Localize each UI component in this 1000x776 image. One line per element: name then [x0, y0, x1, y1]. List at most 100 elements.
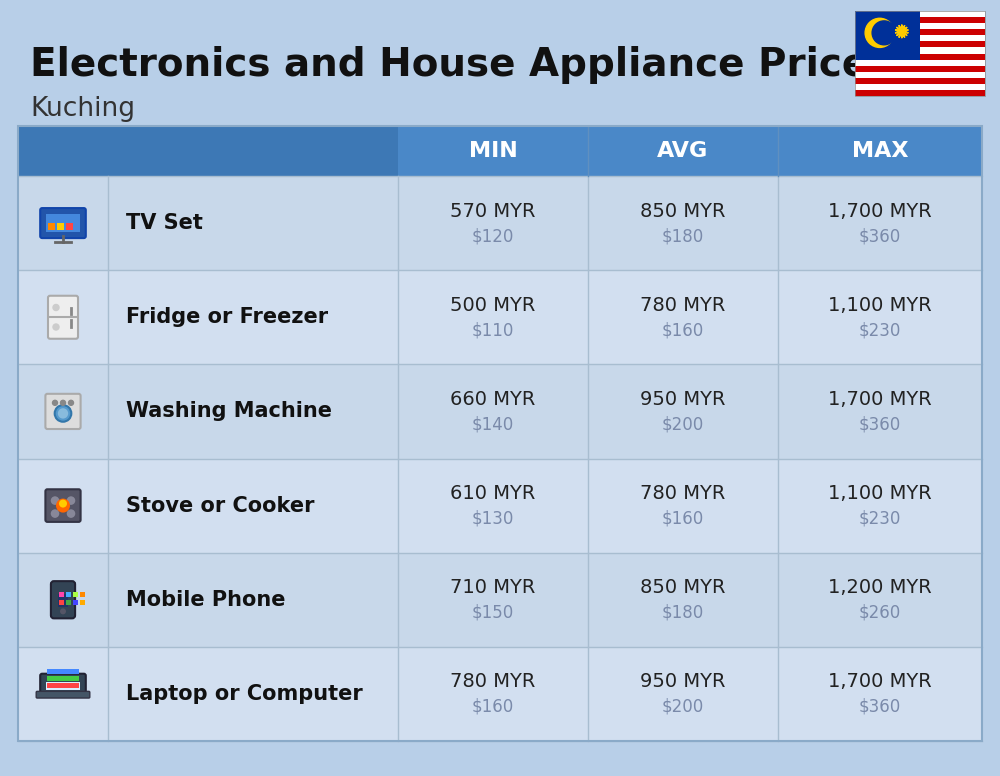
Bar [855, 66, 985, 71]
Circle shape [53, 324, 59, 330]
Text: Fridge or Freezer: Fridge or Freezer [126, 307, 328, 327]
Circle shape [52, 400, 58, 405]
Bar [855, 78, 985, 84]
Text: 950 MYR: 950 MYR [640, 390, 726, 409]
Bar [66, 601, 71, 605]
Text: $360: $360 [859, 415, 901, 434]
Bar [47, 669, 79, 674]
Circle shape [872, 21, 896, 45]
Text: $230: $230 [859, 510, 901, 528]
Bar [855, 29, 985, 35]
Text: MIN: MIN [469, 141, 517, 161]
FancyBboxPatch shape [40, 674, 86, 696]
Bar [73, 592, 78, 598]
Text: 1,700 MYR: 1,700 MYR [828, 673, 932, 691]
Bar [59, 592, 64, 598]
Bar [73, 601, 78, 605]
Circle shape [58, 408, 68, 418]
Text: $110: $110 [472, 321, 514, 339]
Text: 780 MYR: 780 MYR [640, 296, 726, 315]
Circle shape [66, 496, 76, 506]
Text: $200: $200 [662, 415, 704, 434]
Bar [855, 17, 985, 23]
Bar [398, 126, 588, 176]
Bar [855, 84, 985, 90]
Bar [855, 23, 985, 29]
Bar [18, 459, 982, 553]
FancyBboxPatch shape [45, 490, 81, 522]
Bar [855, 11, 920, 60]
Text: $130: $130 [472, 510, 514, 528]
Bar [57, 223, 64, 230]
Bar [855, 54, 985, 60]
Text: $180: $180 [662, 604, 704, 622]
Text: $200: $200 [662, 698, 704, 716]
Text: $160: $160 [662, 510, 704, 528]
Bar [18, 647, 982, 741]
Text: 950 MYR: 950 MYR [640, 673, 726, 691]
Text: Washing Machine: Washing Machine [126, 401, 332, 421]
Text: 570 MYR: 570 MYR [450, 202, 536, 220]
Text: AVG: AVG [657, 141, 709, 161]
Bar [18, 126, 982, 741]
Text: Stove or Cooker: Stove or Cooker [126, 496, 314, 515]
Bar [66, 223, 73, 230]
Text: 780 MYR: 780 MYR [450, 673, 536, 691]
Bar [80, 601, 85, 605]
FancyBboxPatch shape [45, 393, 81, 429]
Text: 710 MYR: 710 MYR [450, 578, 536, 598]
Polygon shape [895, 25, 908, 38]
Bar [855, 41, 985, 47]
Text: Laptop or Computer: Laptop or Computer [126, 684, 363, 704]
Text: $150: $150 [472, 604, 514, 622]
Text: $360: $360 [859, 227, 901, 245]
FancyBboxPatch shape [48, 296, 78, 339]
Circle shape [68, 400, 74, 405]
Bar [66, 592, 71, 598]
Bar [58, 594, 68, 608]
Text: TV Set: TV Set [126, 213, 203, 233]
Text: $260: $260 [859, 604, 901, 622]
Bar [18, 176, 982, 270]
Text: 660 MYR: 660 MYR [450, 390, 536, 409]
Text: 850 MYR: 850 MYR [640, 202, 726, 220]
Circle shape [56, 499, 70, 513]
Text: Kuching: Kuching [30, 96, 135, 122]
Circle shape [60, 400, 66, 405]
Text: $230: $230 [859, 321, 901, 339]
Bar [18, 270, 982, 365]
Bar [47, 683, 79, 688]
Text: 1,200 MYR: 1,200 MYR [828, 578, 932, 598]
Text: MAX: MAX [852, 141, 908, 161]
Text: 780 MYR: 780 MYR [640, 484, 726, 503]
Circle shape [53, 304, 59, 310]
Text: $160: $160 [472, 698, 514, 716]
Bar [18, 126, 398, 176]
Text: $360: $360 [859, 698, 901, 716]
Bar [46, 682, 80, 690]
Circle shape [60, 608, 66, 615]
Text: 850 MYR: 850 MYR [640, 578, 726, 598]
Text: Electronics and House Appliance Prices: Electronics and House Appliance Prices [30, 46, 891, 84]
Bar [18, 365, 982, 459]
Text: 1,700 MYR: 1,700 MYR [828, 202, 932, 220]
Text: 500 MYR: 500 MYR [450, 296, 536, 315]
Text: Mobile Phone: Mobile Phone [126, 590, 286, 610]
Bar [855, 11, 985, 17]
Bar [80, 592, 85, 598]
Bar [48, 223, 55, 230]
Bar [855, 90, 985, 96]
Bar [855, 60, 985, 66]
FancyBboxPatch shape [51, 581, 75, 618]
Bar [855, 71, 985, 78]
Text: 1,100 MYR: 1,100 MYR [828, 484, 932, 503]
FancyBboxPatch shape [36, 691, 90, 698]
Bar [59, 601, 64, 605]
FancyBboxPatch shape [46, 214, 80, 232]
Bar [855, 11, 985, 96]
Circle shape [55, 405, 71, 421]
Circle shape [865, 19, 894, 47]
FancyBboxPatch shape [40, 208, 86, 238]
Circle shape [66, 508, 76, 518]
Bar [588, 126, 778, 176]
